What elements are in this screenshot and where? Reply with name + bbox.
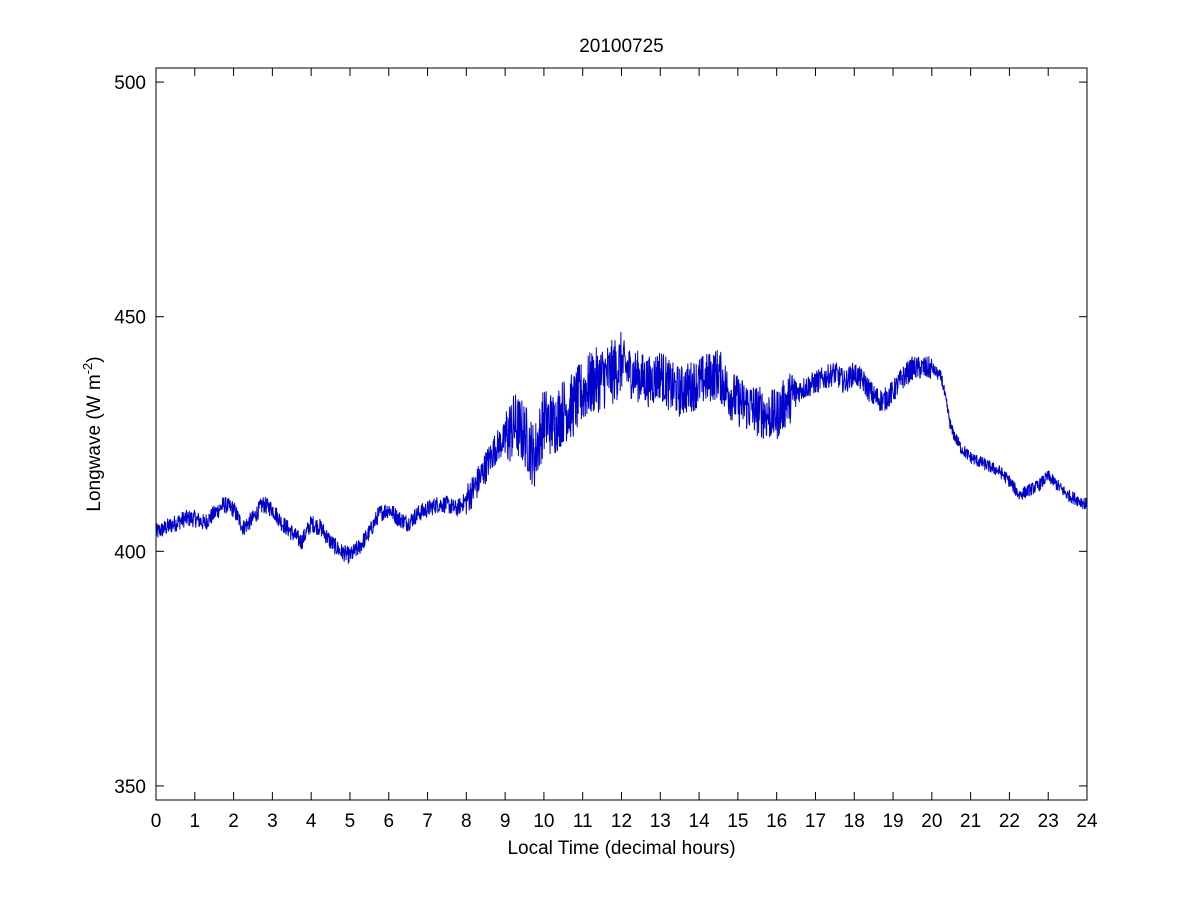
y-tick-label: 450: [114, 308, 146, 329]
x-tick-label: 10: [533, 811, 554, 832]
x-tick-label: 17: [805, 811, 826, 832]
x-tick-label: 18: [844, 811, 865, 832]
y-axis-title: Longwave (W m-2): [80, 356, 105, 511]
x-tick-label: 8: [461, 811, 472, 832]
y-tick-label: 400: [114, 542, 146, 563]
x-tick-label: 3: [267, 811, 278, 832]
y-axis-title-superscript: -2: [80, 363, 95, 375]
chart-title: 20100725: [579, 36, 664, 57]
x-tick-label: 1: [190, 811, 201, 832]
y-axis-title-close: ): [84, 356, 105, 362]
x-tick-label: 24: [1076, 811, 1098, 832]
y-tick-label: 500: [114, 73, 146, 94]
x-tick-label: 4: [306, 811, 317, 832]
y-tick-label: 350: [114, 777, 146, 798]
x-tick-label: 15: [727, 811, 748, 832]
x-tick-label: 0: [151, 811, 162, 832]
plot-frame: [155, 67, 1088, 801]
x-tick-label: 21: [960, 811, 981, 832]
plot-data: [155, 331, 1088, 564]
x-tick-label: 9: [500, 811, 511, 832]
x-tick-label: 19: [882, 811, 903, 832]
x-tick-label: 7: [422, 811, 433, 832]
x-tick-label: 2: [228, 811, 239, 832]
x-tick-label: 6: [383, 811, 394, 832]
axis-ticks: 0 1 2 3 4 5 6 7 8 9 10 11 12 13 14 15 16 17 18 19 20 21 22 23 24…: [114, 68, 1098, 832]
x-tick-label: 13: [650, 811, 671, 832]
x-tick-label: 11: [573, 811, 593, 832]
longwave-series-line: [155, 331, 1088, 564]
x-tick-label: 23: [1038, 811, 1059, 832]
x-tick-label: 22: [999, 811, 1020, 832]
x-tick-label: 16: [766, 811, 787, 832]
x-tick-label: 12: [611, 811, 632, 832]
y-axis-title-main: Longwave (W m: [84, 374, 105, 511]
x-tick-label: 20: [921, 811, 942, 832]
x-axis-title: Local Time (decimal hours): [507, 838, 735, 859]
x-tick-label: 5: [345, 811, 356, 832]
x-tick-label: 14: [689, 811, 711, 832]
